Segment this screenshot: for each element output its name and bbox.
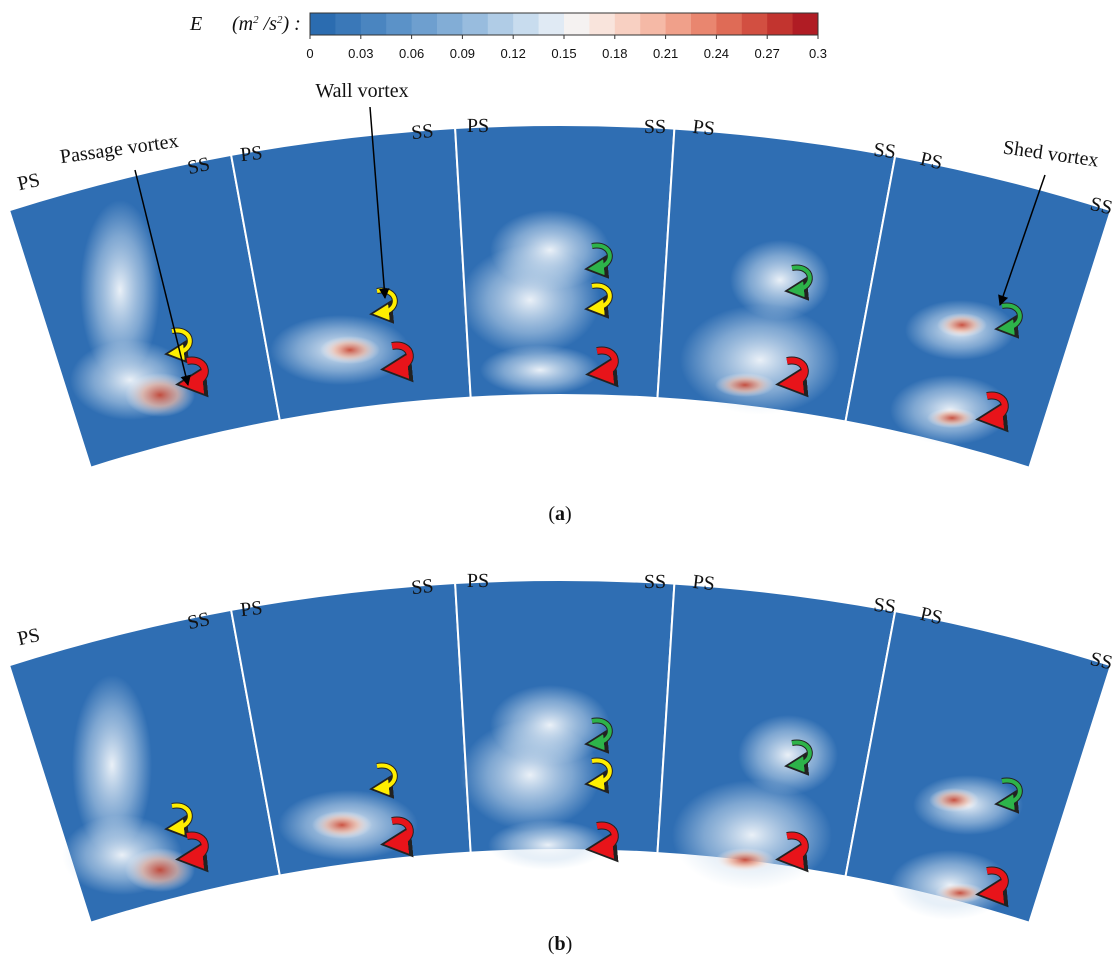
colorbar-tick-label: 0.18 (602, 46, 627, 61)
colorbar-cell (386, 13, 412, 35)
contour-blob (80, 200, 160, 380)
colorbar-tick-label: 0.09 (450, 46, 475, 61)
colorbar-cell (462, 13, 488, 35)
colorbar-cell (310, 13, 336, 35)
contour-blob (927, 408, 977, 428)
colorbar-tick-label: 0.24 (704, 46, 729, 61)
contour-blob (488, 820, 608, 870)
colorbar-tick-label: 0.06 (399, 46, 424, 61)
contour-blob (672, 780, 832, 890)
sector-label: SS (872, 139, 897, 163)
colorbar-cell (412, 13, 438, 35)
caption-part: ) (565, 503, 572, 525)
unit-part: (m (232, 13, 253, 35)
sector-label: SS (644, 571, 666, 593)
contour-blob (490, 685, 610, 765)
colorbar: E (m2 /s2) : 0 0.03 0.06 0.09 0.12 0.15 0.18 0.… (189, 13, 827, 61)
contour-blob (312, 811, 372, 839)
colorbar-cell (539, 13, 565, 35)
sector-label: PS (15, 169, 42, 195)
contour-blob (680, 305, 840, 415)
contour-blob (490, 210, 610, 290)
contour-blob (937, 313, 987, 337)
contour-blob (480, 345, 600, 395)
sector-label: SS (644, 116, 666, 138)
colorbar-cell (615, 13, 641, 35)
contour-blob (730, 240, 830, 320)
colorbar-unit: (m2 /s2) : (232, 13, 301, 35)
colorbar-cell (742, 13, 768, 35)
colorbar-symbol: E (189, 13, 202, 35)
contour-blob (715, 373, 775, 397)
colorbar-cell (513, 13, 539, 35)
unit-part: /s (259, 13, 278, 35)
caption-part: a (555, 503, 565, 525)
sector-label: SS (410, 120, 434, 144)
colorbar-cell (666, 13, 692, 35)
contour-blob (72, 675, 152, 855)
colorbar-tick-label: 0 (306, 46, 313, 61)
caption-part: ) (566, 933, 573, 955)
colorbar-cell (437, 13, 463, 35)
colorbar-cell (564, 13, 590, 35)
sector-label: PS (467, 570, 489, 592)
colorbar-cell (361, 13, 387, 35)
sector-label: SS (872, 594, 897, 618)
sector-label: SS (410, 575, 434, 599)
colorbar-tick-label: 0.3 (809, 46, 827, 61)
annotation: Passage vortex (59, 130, 180, 168)
colorbar-tick-label: 0.27 (755, 46, 780, 61)
panel: (a) Passage vortex Wall vortex Shed vortex (9, 80, 1111, 525)
contour-blob (715, 848, 775, 872)
panel-caption: (a) (548, 503, 571, 525)
colorbar-tick-label: 0.15 (551, 46, 576, 61)
colorbar-cell (335, 13, 361, 35)
contour-blob (125, 373, 195, 417)
colorbar-cell (640, 13, 666, 35)
contour-blob (125, 848, 195, 892)
colorbar-cell (767, 13, 793, 35)
sector-label: PS (239, 597, 263, 621)
sector-label: PS (467, 115, 489, 137)
contour-blob (738, 715, 838, 795)
contour-blob (929, 788, 979, 812)
colorbar-cell (589, 13, 615, 35)
figure: E (m2 /s2) : 0 0.03 0.06 0.09 0.12 0.15 0.18 0.… (0, 0, 1120, 966)
colorbar-tick-label: 0.12 (501, 46, 526, 61)
contour-blob (935, 883, 985, 903)
sector-label: PS (691, 116, 716, 140)
unit-part: ) : (281, 13, 300, 35)
annotation: Shed vortex (1002, 136, 1100, 171)
sector-label: PS (15, 624, 42, 650)
colorbar-cell (793, 13, 819, 35)
sector-label: PS (691, 571, 716, 595)
sector-label: PS (239, 142, 263, 166)
annotation: Wall vortex (315, 80, 408, 102)
colorbar-tick-label: 0.03 (348, 46, 373, 61)
contour-blob (320, 336, 380, 364)
panel: (b) (9, 580, 1111, 955)
colorbar-cell (691, 13, 717, 35)
colorbar-cell (488, 13, 514, 35)
caption-part: b (554, 933, 565, 955)
colorbar-tick-label: 0.21 (653, 46, 678, 61)
colorbar-cell (716, 13, 742, 35)
panel-caption: (b) (548, 933, 572, 955)
